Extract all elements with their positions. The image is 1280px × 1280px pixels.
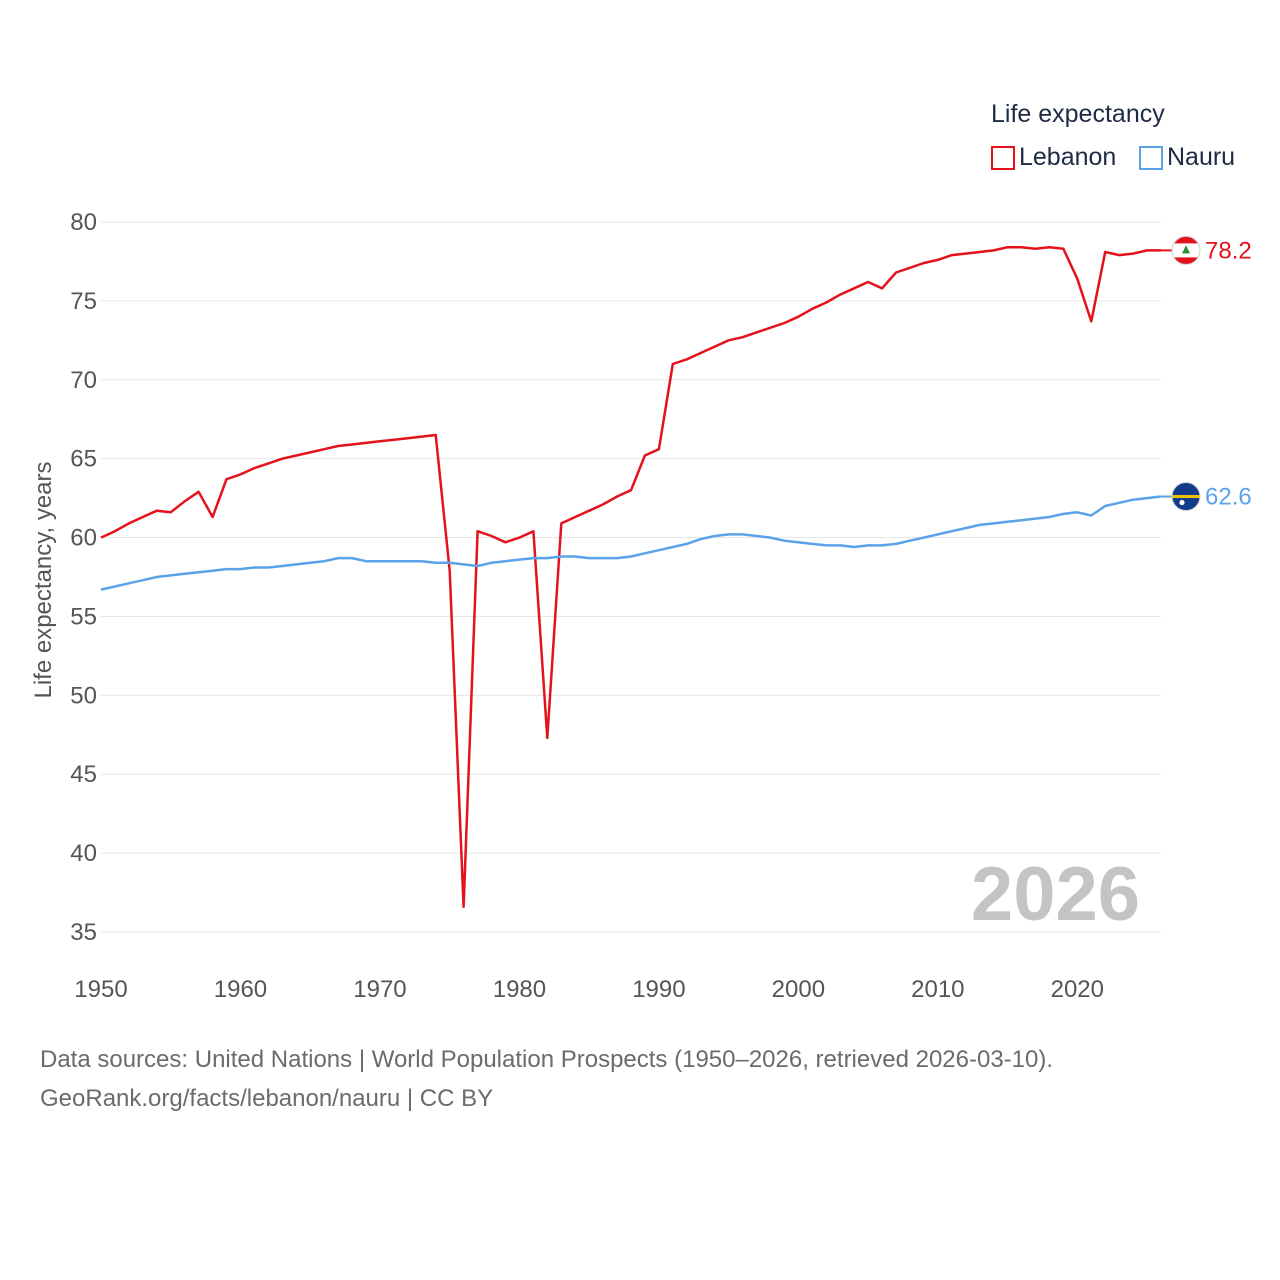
y-tick-label-40: 40	[70, 840, 97, 867]
series-end-markers: 78.2 62.6	[1161, 235, 1252, 512]
y-tick-label-35: 35	[70, 919, 97, 946]
legend-item-nauru[interactable]: Nauru	[1139, 143, 1235, 172]
y-tick-label-55: 55	[70, 603, 97, 630]
series-line-lebanon	[100, 245, 1161, 909]
y-axis-label: Life expectancy, years	[30, 461, 57, 698]
y-tick-label-75: 75	[70, 288, 97, 315]
grid-lines	[101, 221, 1161, 933]
y-tick-label-80: 80	[70, 209, 97, 236]
nauru-flag-icon	[1171, 482, 1201, 512]
legend-item-lebanon[interactable]: Lebanon	[991, 143, 1116, 172]
year-watermark: 2026	[971, 852, 1140, 937]
series-lines	[100, 245, 1162, 909]
x-tick-label-2020: 2020	[1051, 976, 1104, 1003]
x-tick-label-1970: 1970	[353, 976, 406, 1003]
x-tick-label-1950: 1950	[74, 976, 127, 1003]
end-label-lebanon: 78.2	[1205, 237, 1252, 264]
y-tick-label-50: 50	[70, 682, 97, 709]
x-tick-label-1980: 1980	[493, 976, 546, 1003]
end-label-nauru: 62.6	[1205, 484, 1252, 511]
x-tick-label-2010: 2010	[911, 976, 964, 1003]
x-tick-label-1960: 1960	[214, 976, 267, 1003]
lebanon-flag-icon	[1171, 235, 1201, 265]
legend-title: Life expectancy	[991, 100, 1165, 128]
legend-label-lebanon: Lebanon	[1019, 143, 1117, 171]
y-tick-label-65: 65	[70, 446, 97, 473]
series-line-nauru	[100, 495, 1162, 591]
x-tick-label-2000: 2000	[772, 976, 825, 1003]
y-tick-label-45: 45	[70, 761, 97, 788]
source-line: Data sources: United Nations | World Pop…	[40, 1046, 1054, 1073]
legend-swatch-nauru	[1139, 145, 1163, 170]
x-tick-label-1990: 1990	[632, 976, 685, 1003]
legend-label-nauru: Nauru	[1167, 143, 1236, 171]
source-link[interactable]: GeoRank.org/facts/lebanon/nauru | CC BY	[40, 1085, 494, 1112]
y-axis-tick-labels: 35 40 45 50 55 60 65 70 75 80	[70, 209, 97, 946]
x-axis-tick-labels: 1950 1960 1970 1980 1990 2000 2010 2020	[74, 976, 1104, 1003]
y-tick-label-60: 60	[70, 525, 97, 552]
legend-swatch-lebanon	[991, 145, 1015, 170]
y-tick-label-70: 70	[70, 367, 97, 394]
